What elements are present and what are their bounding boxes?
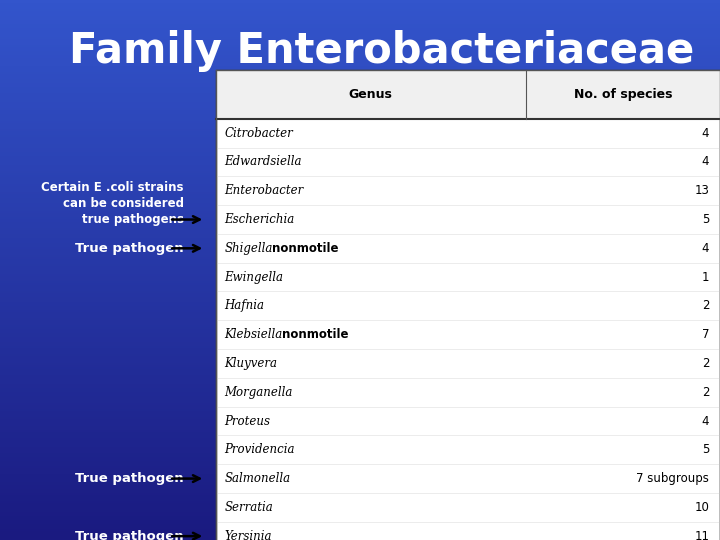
Bar xyxy=(216,70,720,119)
Text: 5: 5 xyxy=(702,213,709,226)
Text: Klebsiella: Klebsiella xyxy=(225,328,283,341)
Text: 7 subgroups: 7 subgroups xyxy=(636,472,709,485)
Text: True pathogen: True pathogen xyxy=(75,242,184,255)
Text: Proteus: Proteus xyxy=(225,415,271,428)
Text: True pathogen: True pathogen xyxy=(75,530,184,540)
Text: Hafnia: Hafnia xyxy=(225,299,265,312)
Text: Kluyvera: Kluyvera xyxy=(225,357,278,370)
Text: 4: 4 xyxy=(702,415,709,428)
Text: Providencia: Providencia xyxy=(225,443,295,456)
Text: 4: 4 xyxy=(702,242,709,255)
Text: 4: 4 xyxy=(702,127,709,140)
Text: 1: 1 xyxy=(702,271,709,284)
Text: Ewingella: Ewingella xyxy=(225,271,284,284)
Text: 10: 10 xyxy=(694,501,709,514)
Text: nonmotile: nonmotile xyxy=(282,328,348,341)
Text: Certain E .coli strains: Certain E .coli strains xyxy=(41,181,184,194)
Text: 2: 2 xyxy=(702,299,709,312)
Text: true pathogens: true pathogens xyxy=(81,213,184,226)
Text: Shigella: Shigella xyxy=(225,242,273,255)
Bar xyxy=(216,70,720,540)
Text: Citrobacter: Citrobacter xyxy=(225,127,293,140)
Text: True pathogen: True pathogen xyxy=(75,472,184,485)
Text: 7: 7 xyxy=(702,328,709,341)
Text: 5: 5 xyxy=(702,443,709,456)
Text: No. of species: No. of species xyxy=(574,88,672,101)
Text: 13: 13 xyxy=(694,184,709,197)
Text: 2: 2 xyxy=(702,357,709,370)
Text: Enterobacter: Enterobacter xyxy=(225,184,304,197)
Text: 2: 2 xyxy=(702,386,709,399)
Text: Salmonella: Salmonella xyxy=(225,472,291,485)
Text: Morganella: Morganella xyxy=(225,386,293,399)
Text: can be considered: can be considered xyxy=(63,197,184,210)
Text: 4: 4 xyxy=(702,156,709,168)
Text: Escherichia: Escherichia xyxy=(225,213,295,226)
Text: 11: 11 xyxy=(694,530,709,540)
Text: Family Enterobacteriaceae: Family Enterobacteriaceae xyxy=(69,30,694,72)
Text: Edwardsiella: Edwardsiella xyxy=(225,156,302,168)
Text: Genus: Genus xyxy=(349,88,392,101)
Text: Serratia: Serratia xyxy=(225,501,274,514)
Text: Yersinia: Yersinia xyxy=(225,530,272,540)
Text: nonmotile: nonmotile xyxy=(272,242,339,255)
